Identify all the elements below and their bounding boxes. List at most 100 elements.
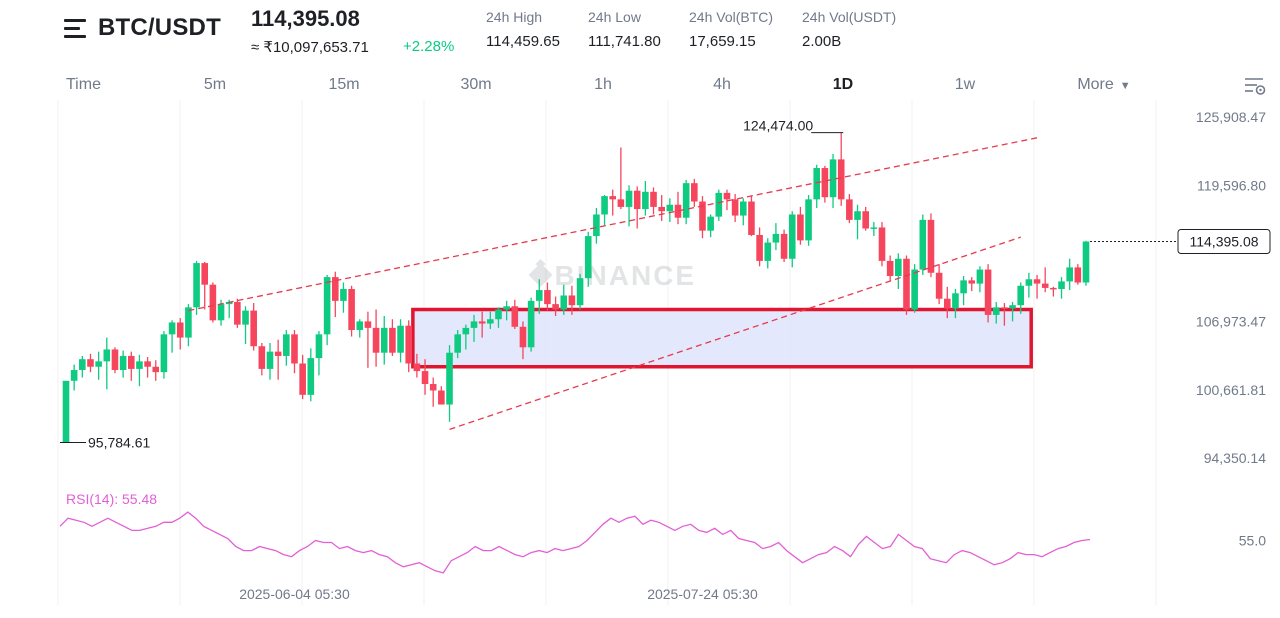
current-price-box (1177, 229, 1271, 255)
candle (527, 297, 535, 352)
candle (1074, 264, 1082, 285)
candle-body (756, 234, 763, 261)
candle-body (136, 361, 143, 369)
menu-lines-icon[interactable] (64, 19, 86, 39)
tab-time[interactable]: Time (66, 76, 101, 93)
price-chart[interactable]: BINANCE 125,908.47 119,596.80 106,973.47 10… (0, 100, 1280, 618)
candle-body (642, 191, 649, 210)
candle-body (258, 346, 266, 369)
candle-body (715, 192, 723, 217)
candle (797, 206, 804, 245)
candle-body (389, 327, 396, 353)
rsi-tick-label: 55.0 (1239, 532, 1266, 548)
candle-body (821, 168, 829, 198)
candle (127, 351, 135, 381)
candle-body (584, 236, 592, 279)
candle (111, 347, 119, 374)
candle-body (315, 334, 323, 359)
candle-body (176, 322, 184, 338)
candle-body (1058, 281, 1065, 289)
candle (168, 320, 176, 353)
candle (454, 330, 461, 359)
candle (144, 357, 151, 378)
candle (576, 273, 584, 310)
pair-symbol[interactable]: BTC/USDT (98, 14, 221, 41)
tab-30m[interactable]: 30m (460, 76, 492, 93)
candle (715, 189, 723, 221)
fiat-price: ≈ ₹10,097,653.71 (251, 39, 369, 56)
candle-body (723, 192, 731, 200)
candle-body (535, 290, 543, 301)
candle (1066, 258, 1073, 291)
candle-body (421, 371, 429, 385)
stat-24h-vol-btc: 24h Vol(BTC) 17,659.15 (689, 9, 773, 50)
candle (601, 195, 608, 226)
candle (984, 264, 992, 323)
candle (584, 231, 592, 287)
candle-body (772, 233, 780, 243)
candle-body (487, 319, 494, 324)
candle (935, 264, 943, 305)
candle-body (201, 263, 209, 285)
candle (968, 277, 976, 292)
candle-body (1025, 279, 1033, 286)
candle-body (1041, 283, 1049, 288)
tab-1h[interactable]: 1h (594, 76, 612, 93)
annotation-label-layer: 114,395.08 124,474.00 95,784.61 (60, 118, 1271, 451)
y-tick-label: 94,350.14 (1204, 450, 1266, 466)
tab-1w[interactable]: 1w (954, 76, 976, 93)
candle (160, 331, 168, 379)
tab-4h[interactable]: 4h (713, 76, 731, 93)
current-price-label: 114,395.08 (1189, 234, 1258, 250)
candle (185, 304, 192, 347)
candle-body (788, 214, 796, 259)
candle-body (283, 334, 290, 356)
stat-value: 17,659.15 (689, 33, 756, 50)
candle (79, 355, 86, 378)
candle-body (984, 269, 992, 315)
tab-15m[interactable]: 15m (328, 76, 360, 93)
last-price: 114,395.08 (251, 6, 360, 31)
candle (699, 196, 706, 239)
y-tick-label: 119,596.80 (1197, 177, 1266, 193)
candle-body (193, 263, 200, 308)
rsi-line (59, 511, 1091, 574)
candle (291, 330, 298, 374)
candle (862, 206, 869, 231)
x-tick-label: 2025-07-24 05:30 (647, 586, 758, 602)
candle-body (356, 321, 364, 331)
candle (878, 222, 886, 267)
tab-more[interactable]: More ▼ (1077, 76, 1130, 94)
chart-settings-icon[interactable] (1243, 76, 1267, 96)
rsi-label: RSI(14): 55.48 (66, 491, 157, 507)
candle (1025, 272, 1033, 298)
tab-5m[interactable]: 5m (203, 76, 227, 93)
stat-24h-high: 24h High 114,459.65 (486, 9, 560, 50)
tab-1d[interactable]: 1D (832, 76, 854, 93)
candle-body (87, 359, 94, 367)
candle-body (927, 219, 935, 273)
candle-body (119, 355, 127, 370)
candle (903, 255, 910, 315)
stat-label: 24h Vol(USDT) (802, 9, 897, 25)
candle (283, 330, 290, 366)
candle (682, 179, 690, 225)
watermark-text: BINANCE (555, 260, 697, 291)
candle (739, 198, 747, 226)
candle-body (952, 293, 959, 309)
candle-body (266, 351, 274, 369)
candle (372, 309, 380, 367)
candle (593, 207, 600, 244)
candle-body (609, 196, 617, 200)
candle-body (854, 211, 861, 220)
candle (250, 303, 257, 351)
candle-body (813, 168, 821, 200)
candle-body (895, 258, 902, 277)
stat-value: 2.00B (802, 33, 842, 50)
price-change: +2.28% (403, 38, 455, 55)
candle (470, 314, 478, 342)
min-price-label: 95,784.61 (88, 435, 150, 451)
stat-label: 24h Low (588, 9, 641, 25)
candle-body (152, 366, 160, 373)
candle (1050, 286, 1057, 297)
